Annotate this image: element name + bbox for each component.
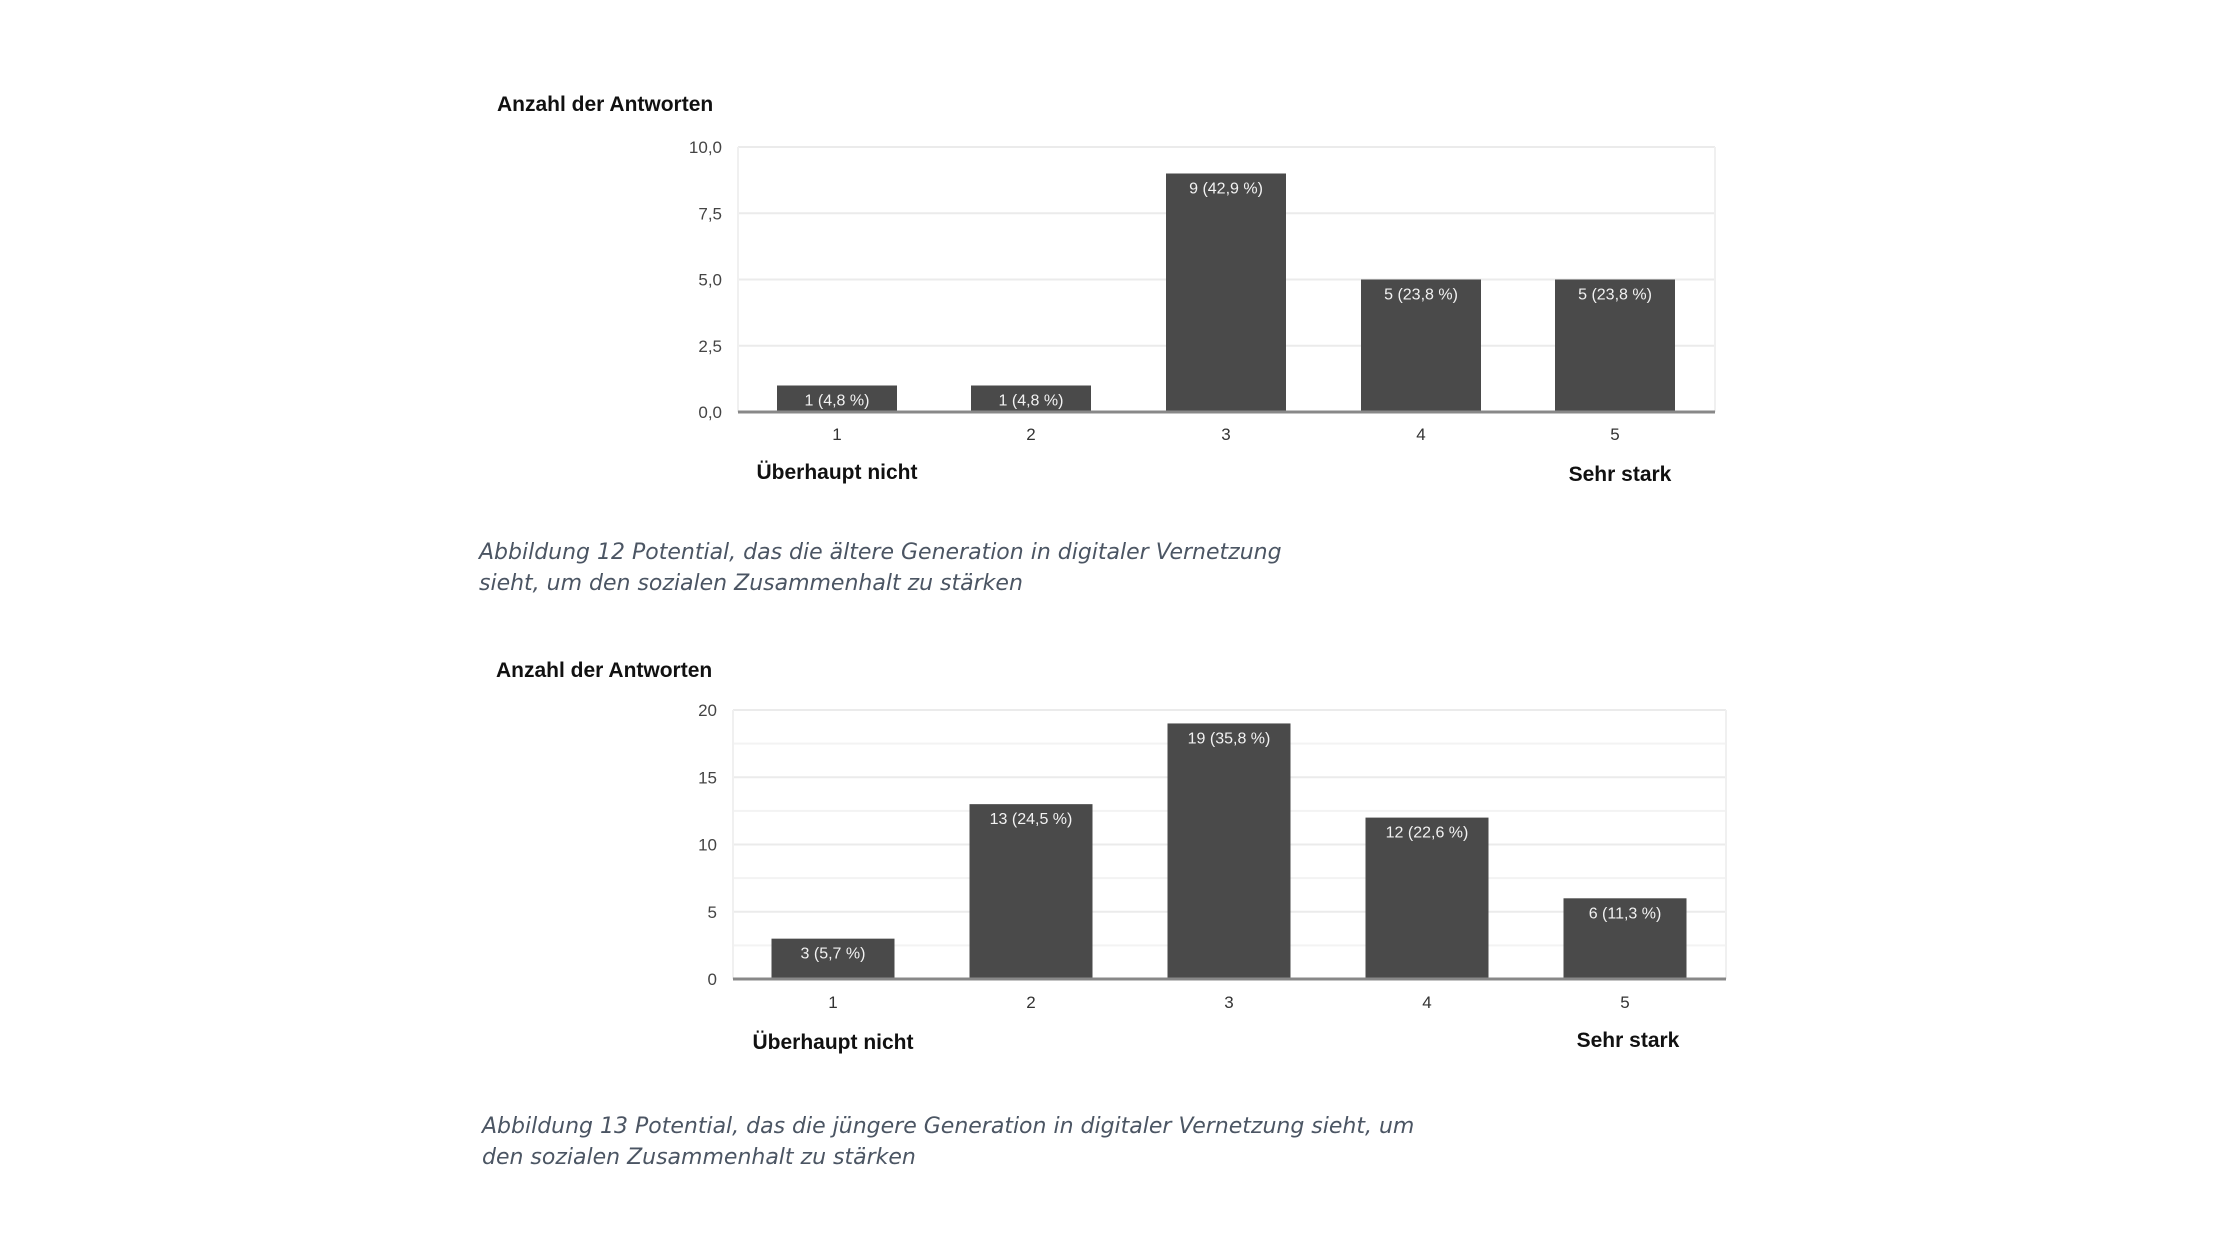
data-label: 13 (24,5 %) — [990, 811, 1073, 828]
y-tick-label: 0 — [708, 970, 717, 989]
scale-low-label: Überhaupt nicht — [757, 461, 918, 484]
scale-low-label: Überhaupt nicht — [753, 1031, 914, 1054]
figure-caption-13: Abbildung 13 Potential, das die jüngere … — [482, 1111, 1414, 1173]
y-tick-label: 5,0 — [698, 271, 722, 290]
bar — [1563, 898, 1687, 979]
scale-high-label: Sehr stark — [1577, 1029, 1680, 1052]
data-label: 19 (35,8 %) — [1188, 730, 1271, 747]
x-tick-label: 5 — [1610, 425, 1619, 444]
y-tick-label: 5 — [708, 903, 717, 922]
caption-line: Abbildung 12 Potential, das die ältere G… — [479, 540, 1282, 565]
x-tick-label: 5 — [1620, 993, 1629, 1012]
data-label: 9 (42,9 %) — [1189, 181, 1263, 198]
data-label: 5 (23,8 %) — [1384, 287, 1458, 304]
y-tick-label: 20 — [698, 701, 717, 720]
x-tick-label: 1 — [832, 425, 841, 444]
data-label: 1 (4,8 %) — [999, 393, 1064, 410]
x-tick-label: 1 — [828, 993, 837, 1012]
y-tick-label: 7,5 — [698, 204, 722, 223]
bar — [1167, 723, 1291, 979]
bar — [1361, 279, 1481, 412]
y-tick-label: 15 — [698, 768, 717, 787]
bar — [771, 938, 895, 979]
data-label: 1 (4,8 %) — [805, 393, 870, 410]
bar — [1555, 279, 1675, 412]
y-tick-label: 0,0 — [698, 403, 722, 422]
data-label: 5 (23,8 %) — [1578, 287, 1652, 304]
bar — [969, 804, 1093, 979]
data-label: 3 (5,7 %) — [801, 946, 866, 963]
scale-high-label: Sehr stark — [1569, 463, 1672, 486]
chart-title: Anzahl der Antworten — [497, 93, 713, 116]
x-tick-label: 2 — [1026, 993, 1035, 1012]
chart-title: Anzahl der Antworten — [496, 659, 712, 682]
x-tick-label: 4 — [1422, 993, 1431, 1012]
x-tick-label: 2 — [1026, 425, 1035, 444]
bar — [971, 385, 1091, 412]
figure-caption-12: Abbildung 12 Potential, das die ältere G… — [479, 537, 1282, 599]
caption-line: den sozialen Zusammenhalt zu stärken — [482, 1145, 916, 1170]
caption-line: sieht, um den sozialen Zusammenhalt zu s… — [479, 571, 1023, 596]
y-tick-label: 10 — [698, 836, 717, 855]
y-tick-label: 2,5 — [698, 337, 722, 356]
data-label: 12 (22,6 %) — [1386, 825, 1469, 842]
y-tick-label: 10,0 — [689, 138, 722, 157]
caption-line: Abbildung 13 Potential, das die jüngere … — [482, 1114, 1415, 1139]
bar — [1166, 173, 1286, 412]
bar — [1365, 817, 1489, 979]
x-tick-label: 3 — [1224, 993, 1233, 1012]
x-tick-label: 4 — [1416, 425, 1425, 444]
data-label: 6 (11,3 %) — [1589, 905, 1662, 922]
bar — [777, 385, 897, 412]
x-tick-label: 3 — [1221, 425, 1230, 444]
